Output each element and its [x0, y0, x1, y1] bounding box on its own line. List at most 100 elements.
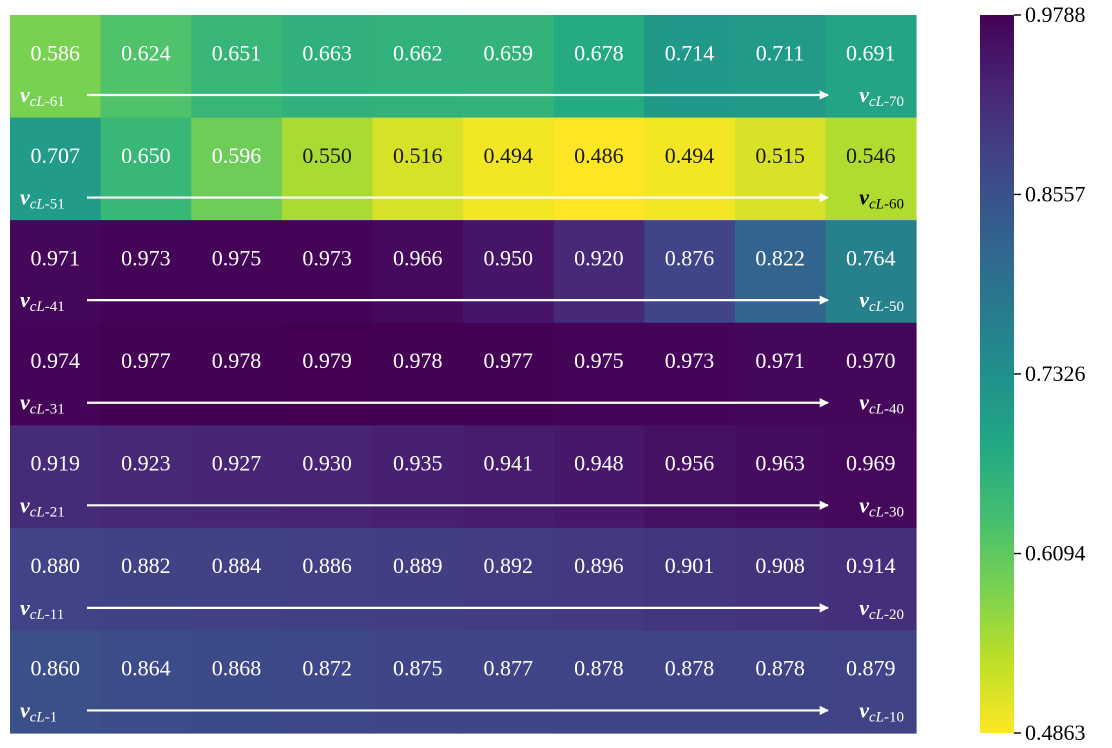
vector-label: vcL-70: [859, 82, 904, 110]
cell-value-label: 0.930: [302, 451, 352, 476]
heatmap-cell: [734, 630, 826, 734]
vector-label: vcL-61: [20, 82, 65, 110]
cell-value-label: 0.516: [393, 143, 443, 168]
cell-value-label: 0.872: [302, 656, 352, 681]
vector-label: vcL-50: [859, 287, 904, 315]
cell-value-label: 0.860: [31, 656, 81, 681]
cell-value-label: 0.546: [846, 143, 896, 168]
heatmap-cell: [372, 630, 464, 734]
heatmap-cell: [10, 630, 102, 734]
cell-value-label: 0.973: [302, 245, 352, 270]
cell-value-label: 0.707: [31, 143, 81, 168]
cell-value-label: 0.978: [212, 348, 262, 373]
heatmap-cell: [100, 220, 192, 324]
heatmap-cell: [281, 630, 373, 734]
cell-value-label: 0.868: [212, 656, 262, 681]
heatmap-cell: [644, 425, 736, 529]
cell-value-label: 0.966: [393, 245, 443, 270]
cell-value-label: 0.486: [574, 143, 624, 168]
cell-value-label: 0.663: [302, 40, 352, 65]
cell-value-label: 0.878: [574, 656, 624, 681]
cell-value-label: 0.678: [574, 40, 624, 65]
colorbar-gradient: [980, 15, 1014, 733]
colorbar-tick-label: 0.4863: [1025, 720, 1086, 745]
heatmap-cell: [825, 15, 917, 119]
cell-value-label: 0.979: [302, 348, 352, 373]
cell-value-label: 0.973: [121, 245, 171, 270]
cell-value-label: 0.969: [846, 451, 896, 476]
cell-value-label: 0.908: [755, 553, 805, 578]
heatmap-cell: [10, 527, 102, 632]
heatmap-cell: [191, 322, 283, 426]
heatmap-cell: [191, 220, 283, 324]
heatmap-cell: [825, 425, 917, 529]
heatmap-cell: [281, 220, 373, 324]
cell-value-label: 0.970: [846, 348, 896, 373]
cell-value-label: 0.624: [121, 40, 171, 65]
cell-value-label: 0.662: [393, 40, 443, 65]
cell-value-label: 0.875: [393, 656, 443, 681]
colorbar: 0.9788 0.8557 0.7326 0.6094 0.4863: [980, 2, 1086, 745]
cell-value-label: 0.659: [484, 40, 534, 65]
cell-value-label: 0.919: [31, 451, 81, 476]
vector-label: vcL-21: [20, 492, 65, 520]
heatmap-cell: [372, 117, 464, 221]
cell-value-label: 0.889: [393, 553, 443, 578]
heatmap-cell: [463, 630, 555, 734]
cell-value-label: 0.822: [755, 245, 805, 270]
vector-label: vcL-40: [859, 390, 904, 418]
heatmap-cell: [553, 425, 645, 529]
cell-value-label: 0.884: [212, 553, 262, 578]
cell-value-label: 0.963: [755, 451, 805, 476]
cell-value-label: 0.882: [121, 553, 171, 578]
heatmap-cell: [734, 15, 826, 119]
cell-value-label: 0.920: [574, 245, 624, 270]
cell-value-label: 0.878: [755, 656, 805, 681]
heatmap-cell: [191, 15, 283, 119]
cell-value-label: 0.877: [484, 656, 534, 681]
heatmap-cell: [100, 322, 192, 426]
heatmap-cell: [372, 322, 464, 426]
heatmap-cell: [734, 527, 826, 632]
heatmap-cell: [10, 425, 102, 529]
cell-value-label: 0.886: [302, 553, 352, 578]
heatmap-cell: [463, 527, 555, 632]
vector-label: vcL-10: [859, 697, 904, 725]
heatmap-cell: [463, 220, 555, 324]
cell-value-label: 0.914: [846, 553, 896, 578]
cell-value-label: 0.923: [121, 451, 171, 476]
heatmap-cell: [463, 425, 555, 529]
cell-value-label: 0.956: [665, 451, 715, 476]
colorbar-tick-label: 0.7326: [1025, 361, 1086, 386]
heatmap-cell: [734, 425, 826, 529]
heatmap-cell: [100, 425, 192, 529]
heatmap-cell: [281, 117, 373, 221]
cell-value-label: 0.714: [665, 40, 715, 65]
cell-value-label: 0.974: [31, 348, 81, 373]
heatmap-cell: [281, 527, 373, 632]
cell-value-label: 0.950: [484, 245, 534, 270]
cell-value-label: 0.973: [665, 348, 715, 373]
cell-value-label: 0.975: [574, 348, 624, 373]
heatmap-cell: [10, 220, 102, 324]
cell-value-label: 0.876: [665, 245, 715, 270]
cell-value-label: 0.711: [756, 40, 805, 65]
heatmap-cell: [644, 322, 736, 426]
heatmap-cell: [553, 220, 645, 324]
cell-value-label: 0.975: [212, 245, 262, 270]
heatmap-cell: [191, 425, 283, 529]
heatmap-cell: [644, 15, 736, 119]
heatmap-cell: [553, 527, 645, 632]
vector-label: vcL-1: [20, 697, 57, 725]
row-arrows: vcL-61 vcL-70 vcL-51 vcL-60 vcL-41 vcL-50 vcL-…: [20, 82, 904, 725]
cell-value-label: 0.901: [665, 553, 715, 578]
heatmap-cell: [281, 322, 373, 426]
cell-value-label: 0.764: [846, 245, 896, 270]
heatmap-cell: [825, 220, 917, 324]
cell-value-label: 0.864: [121, 656, 171, 681]
heatmap-cell: [191, 117, 283, 221]
heatmap-cell: [10, 117, 102, 221]
heatmap-cell: [553, 15, 645, 119]
cell-value-label: 0.651: [212, 40, 262, 65]
